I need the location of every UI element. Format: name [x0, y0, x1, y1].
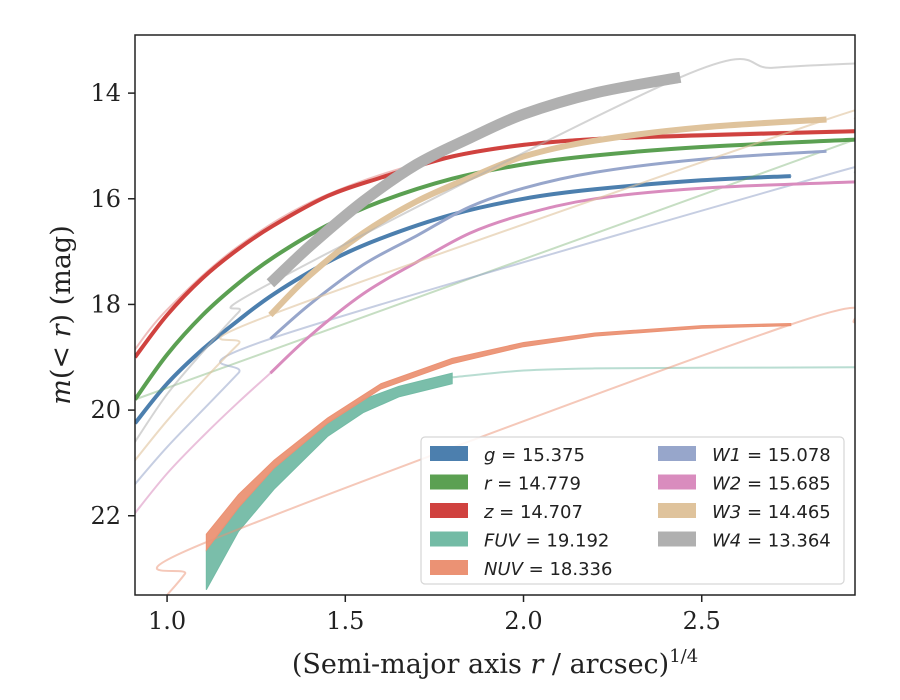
legend-frame	[420, 436, 845, 585]
legend-item-r: r = 14.779	[430, 474, 581, 495]
legend-item-z: z = 14.707	[430, 502, 583, 523]
series-w1-extension-line	[135, 166, 855, 486]
series-fuv-band	[205, 372, 453, 590]
x-axis-title: (Semi-major axis r / arcsec)1/4	[292, 646, 698, 680]
x-tick-label: 1.0	[148, 607, 186, 635]
legend: g = 15.375 r = 14.779 z = 14.707 FUV = 19.1…	[420, 436, 845, 585]
legend-item-w2: W2 = 15.685	[658, 474, 831, 495]
y-tick-label: 20	[90, 396, 121, 424]
series-w4-curve	[266, 71, 682, 288]
series-fuv-extension-line	[451, 366, 855, 379]
legend-swatch	[430, 560, 468, 575]
legend-label: W1 = 15.078	[712, 445, 831, 466]
x-tick-label: 1.5	[326, 607, 364, 635]
plot-frame	[134, 34, 856, 596]
y-tick-label: 22	[90, 502, 121, 530]
legend-label: W4 = 13.364	[712, 531, 831, 552]
legend-swatch	[658, 474, 696, 490]
series-w2-curve	[269, 180, 855, 375]
legend-label: r = 14.779	[484, 474, 581, 495]
legend-item-nuv: NUV = 18.336	[430, 559, 612, 580]
legend-swatch	[658, 503, 696, 518]
x-tick-label: 2.5	[683, 607, 721, 635]
series-w1-curve	[269, 149, 827, 340]
legend-label: z = 14.707	[483, 502, 583, 523]
y-tick-label: 14	[90, 79, 121, 107]
series-z-curve	[135, 129, 855, 359]
legend-swatch	[430, 503, 468, 518]
legend-swatch	[430, 531, 468, 547]
legend-label: W2 = 15.685	[712, 474, 831, 495]
legend-label: W3 = 14.465	[712, 502, 831, 523]
legend-swatch	[430, 446, 468, 461]
series-w3-extension-line	[135, 109, 855, 462]
legend-item-w3: W3 = 14.465	[658, 502, 831, 523]
legend-item-w1: W1 = 15.078	[658, 445, 831, 466]
series-nuv-extension-line	[156, 306, 855, 595]
legend-swatch	[658, 446, 696, 461]
series-w4-extension-line	[135, 58, 855, 443]
legend-item-g: g = 15.375	[430, 445, 585, 466]
tick-layer: 1.0 1.5 2.0 2.5 14 16 18 20 22	[90, 79, 720, 635]
legend-item-w4: W4 = 13.364	[658, 531, 831, 552]
legend-swatch	[430, 474, 468, 490]
series-r-curve	[135, 137, 855, 401]
y-tick-label: 16	[90, 185, 121, 213]
legend-item-fuv: FUV = 19.192	[430, 531, 609, 552]
x-tick-label: 2.0	[504, 607, 542, 635]
y-tick-label: 18	[90, 290, 121, 318]
legend-label: g = 15.375	[484, 445, 585, 466]
legend-label: NUV = 18.336	[484, 559, 612, 580]
legend-label: FUV = 19.192	[484, 531, 609, 552]
legend-swatch	[658, 531, 696, 547]
series-layer	[135, 58, 855, 595]
series-w2-extension-line	[135, 372, 272, 515]
series-nuv-band	[205, 322, 792, 552]
y-axis-title: m(< r) (mag)	[46, 225, 77, 404]
